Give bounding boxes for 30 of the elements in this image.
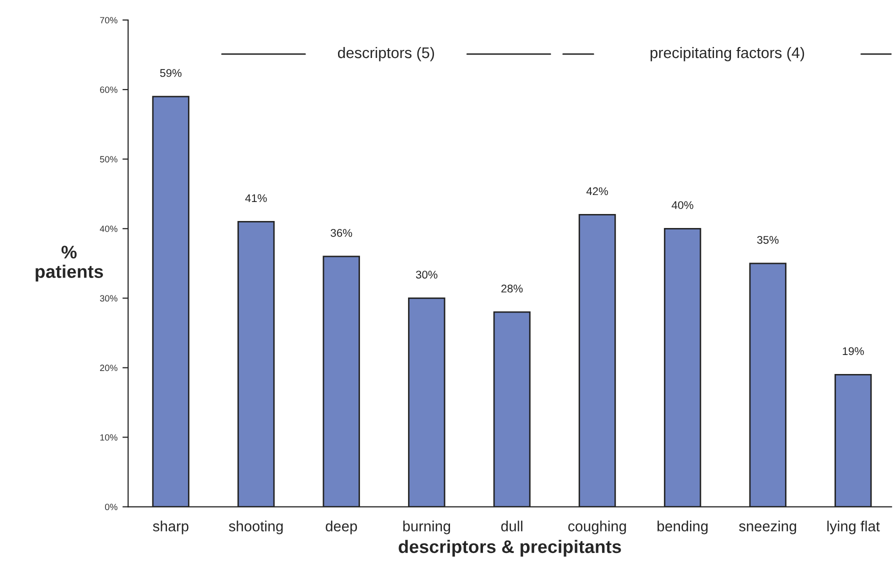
- y-tick-label: 60%: [100, 86, 118, 93]
- data-label: 36%: [330, 229, 352, 237]
- data-label: 40%: [672, 201, 694, 210]
- data-label: 30%: [416, 270, 438, 279]
- annotation: descriptors (5): [338, 46, 434, 62]
- x-tick-label: dull: [501, 520, 522, 532]
- y-tick-label: 70%: [100, 16, 118, 24]
- x-tick-label: shooting: [228, 520, 283, 534]
- y-axis-title: % patients: [36, 246, 103, 282]
- y-tick-label: 30%: [100, 295, 118, 302]
- x-tick-label: sharp: [152, 520, 188, 534]
- x-tick-label: coughing: [568, 520, 626, 534]
- data-label: 42%: [586, 187, 608, 196]
- y-tick-label: 10%: [100, 434, 118, 441]
- data-label: 28%: [501, 284, 523, 292]
- annotation: precipitating factors (4): [650, 46, 804, 62]
- x-tick-label: sneezing: [739, 520, 796, 534]
- y-tick-label: 50%: [100, 156, 118, 162]
- data-label: 19%: [842, 347, 864, 356]
- x-tick-label: lying flat: [827, 520, 880, 534]
- x-tick-label: deep: [326, 520, 357, 534]
- y-tick-label: 20%: [100, 364, 118, 372]
- x-tick-label: burning: [403, 520, 450, 534]
- data-label: 59%: [160, 69, 182, 77]
- y-tick-label: 40%: [100, 226, 118, 232]
- data-label: 35%: [757, 236, 779, 244]
- y-tick-label: 0%: [105, 504, 118, 510]
- x-tick-label: bending: [658, 520, 708, 534]
- data-label: 41%: [245, 194, 267, 202]
- x-axis-title: descriptors & precipitants: [398, 540, 621, 557]
